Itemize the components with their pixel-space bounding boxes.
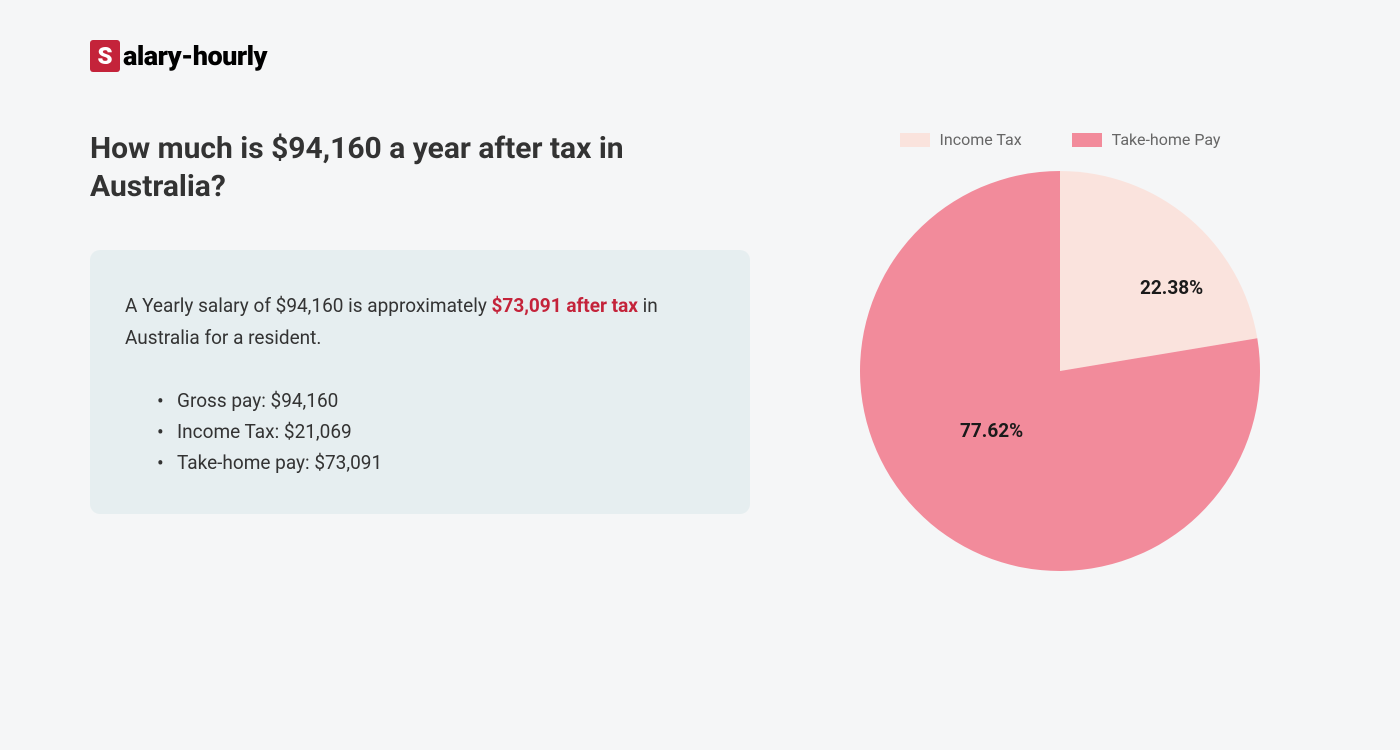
legend-label: Income Tax — [940, 130, 1022, 149]
summary-text: A Yearly salary of $94,160 is approximat… — [125, 290, 715, 355]
main-content: How much is $94,160 a year after tax in … — [90, 130, 1310, 571]
list-item: Gross pay: $94,160 — [177, 385, 715, 416]
summary-list: Gross pay: $94,160 Income Tax: $21,069 T… — [125, 385, 715, 479]
chart-legend: Income Tax Take-home Pay — [900, 130, 1221, 149]
pie-slice-label: 77.62% — [960, 419, 1023, 442]
list-item: Income Tax: $21,069 — [177, 416, 715, 447]
summary-text-before: A Yearly salary of $94,160 is approximat… — [125, 294, 492, 317]
pie-svg — [860, 171, 1260, 571]
site-logo: S alary-hourly — [90, 40, 1310, 72]
list-item: Take-home pay: $73,091 — [177, 447, 715, 478]
logo-icon: S — [90, 40, 120, 72]
legend-item-tax: Income Tax — [900, 130, 1022, 149]
pie-slice — [1060, 171, 1257, 371]
chart-column: Income Tax Take-home Pay 22.38% 77.62% — [850, 130, 1270, 571]
legend-swatch — [1072, 133, 1102, 147]
pie-chart: 22.38% 77.62% — [860, 171, 1260, 571]
summary-box: A Yearly salary of $94,160 is approximat… — [90, 250, 750, 514]
legend-swatch — [900, 133, 930, 147]
page-heading: How much is $94,160 a year after tax in … — [90, 130, 750, 205]
pie-slice-label: 22.38% — [1140, 276, 1203, 299]
legend-label: Take-home Pay — [1112, 130, 1221, 149]
legend-item-takehome: Take-home Pay — [1072, 130, 1221, 149]
logo-text: alary-hourly — [123, 40, 267, 72]
text-column: How much is $94,160 a year after tax in … — [90, 130, 750, 571]
summary-highlight: $73,091 after tax — [492, 294, 638, 317]
